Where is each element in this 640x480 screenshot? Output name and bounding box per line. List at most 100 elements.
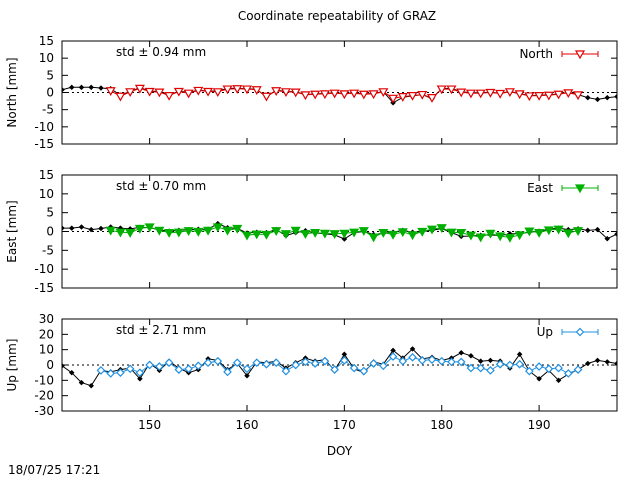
ytick-label-up: 10 [39,343,54,357]
series-point-east [465,231,476,241]
ylabel-north: North [mm] [5,57,19,127]
series-point-up [349,363,359,373]
series-point-up [135,368,145,378]
series-point-up [554,363,563,373]
reference-point-up [62,362,65,369]
reference-point-north [594,96,601,103]
ytick-label-north: 10 [39,51,54,65]
series-point-east [280,230,291,239]
series-point-north [349,89,360,99]
series-point-east [164,229,175,238]
reference-point-east [341,236,348,242]
legend-east: East [527,181,599,195]
plot-frame-up [61,318,618,412]
series-point-east [222,226,233,236]
series-point-up [515,359,524,369]
series-point-north [514,90,525,100]
ytick-label-up: 20 [39,327,54,341]
ytick-label-up: -10 [34,373,54,387]
legend-marker-north [574,50,586,60]
ytick-label-east: 5 [46,206,54,220]
series-point-east [115,228,126,238]
series-point-east [514,231,525,241]
series-point-north [446,85,457,95]
series-point-up [203,358,213,368]
reference-point-east [614,231,617,237]
legend-label-east: East [527,181,553,195]
series-point-east [446,228,457,238]
series-point-east [261,230,272,240]
reference-point-north [88,84,95,91]
legend-label-north: North [519,47,553,61]
series-point-up [145,360,154,370]
series-point-up [398,356,408,366]
series-point-up [184,364,193,374]
series-point-up [213,356,223,366]
series-point-up [252,358,262,368]
ytick-label-east: -15 [34,281,54,295]
reference-point-east [584,227,591,234]
series-point-up [359,366,369,376]
reference-point-up [78,379,85,386]
xtick-label: 170 [333,418,356,432]
series-point-north [388,94,399,104]
reference-point-east [62,225,65,231]
series-point-north [105,87,116,96]
series-point-up [330,365,339,374]
series-point-north [164,91,175,101]
ytick-label-east: -5 [42,243,54,257]
series-point-up [125,364,135,374]
series-point-up [242,364,252,374]
series-point-north [251,86,262,95]
series-point-up [408,352,417,362]
series-point-east [378,229,389,238]
reference-point-east [78,224,85,230]
series-point-north [280,88,291,98]
ytick-label-north: -10 [34,120,54,134]
reference-point-up [477,358,484,365]
series-point-north [456,88,467,98]
reference-point-east [68,225,75,231]
series-point-up [388,352,398,361]
series-point-up [563,369,573,378]
ylabel-up: Up [mm] [5,339,19,392]
series-point-up [476,363,486,373]
series-point-up [116,368,125,378]
series-point-north [203,87,214,97]
reference-point-up [487,357,494,364]
reference-point-up [88,382,95,389]
series-point-north [329,89,340,99]
series-point-east [426,225,438,235]
reference-point-east [594,226,601,233]
plot-frame-north [61,40,618,145]
series-point-up [466,363,476,373]
series-point-up [525,366,534,376]
panel-north: -15 -10 -5 0 5 10 15 North [mm] std ± 0.94 mm Nor… [5,34,618,151]
reference-point-east [88,226,95,233]
ytick-label-north: -15 [34,137,54,151]
series-point-north [504,88,515,98]
series-point-north [183,89,194,99]
series-point-up [447,357,456,367]
series-point-north [271,87,282,96]
series-point-east [290,226,301,236]
panel-east: -15 -10 -5 0 5 10 15 East [mm] std ± 0.70 mm East [5,168,618,295]
series-point-north [232,85,243,94]
series-point-up [96,366,106,375]
series-point-north [319,90,330,100]
series-point-up [174,365,184,374]
legend-label-up: Up [537,325,553,339]
series-point-north [173,87,184,97]
reference-point-north [614,93,617,100]
series-point-up [281,366,291,376]
footer-timestamp: 18/07/25 17:21 [8,463,100,477]
series-point-up [320,356,330,366]
series-point-east [193,227,204,237]
series-point-north [397,93,408,102]
series-point-north [524,92,535,102]
reference-point-up [409,346,416,352]
legend-marker-up [575,327,585,337]
std-label-up: std ± 2.71 mm [116,323,206,337]
series-point-north [368,90,379,100]
